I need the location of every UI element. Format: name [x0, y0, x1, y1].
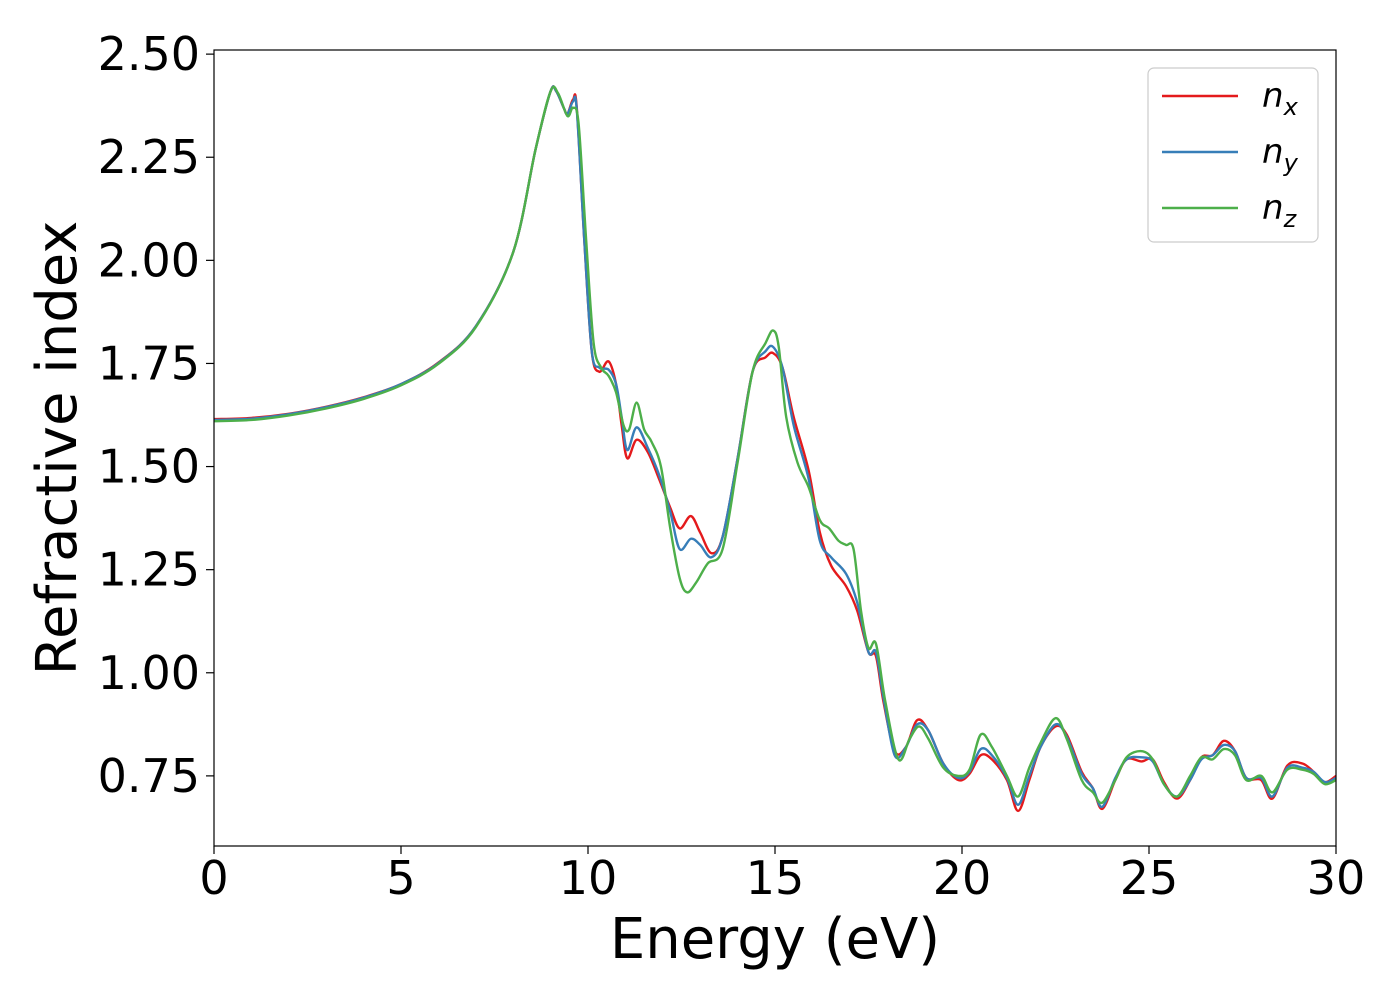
- x-tick-label: 30: [1307, 851, 1366, 905]
- x-tick-label: 15: [746, 851, 805, 905]
- y-axis-title: Refractive index: [25, 221, 90, 676]
- x-axis-title: Energy (eV): [610, 907, 940, 972]
- y-axis: 0.75 1.00 1.25 1.50 1.75 2.00 2.25 2.50: [98, 27, 214, 803]
- x-tick-label: 20: [933, 851, 992, 905]
- y-tick-label: 2.25: [98, 130, 200, 184]
- legend-box: [1147, 67, 1319, 243]
- y-tick-label: 0.75: [98, 749, 200, 803]
- x-tick-label: 10: [559, 851, 618, 905]
- legend: nx ny nz: [1147, 67, 1319, 243]
- series-lines: [214, 85, 1336, 813]
- x-tick-label: 0: [199, 851, 228, 905]
- y-tick-label: 2.00: [98, 233, 200, 287]
- y-tick-label: 1.75: [98, 336, 200, 390]
- x-tick-label: 25: [1120, 851, 1179, 905]
- legend-label-n-x: nx: [1262, 76, 1299, 121]
- series-line-n-z: [214, 85, 1336, 805]
- y-tick-label: 1.25: [98, 543, 200, 597]
- x-tick-label: 5: [386, 851, 415, 905]
- x-axis: 0 5 10 15 20 25 30: [199, 846, 1365, 905]
- y-tick-label: 2.50: [98, 27, 200, 81]
- legend-label-n-y: ny: [1262, 132, 1299, 177]
- legend-label-n-z: nz: [1262, 188, 1298, 233]
- y-tick-label: 1.50: [98, 440, 200, 494]
- y-tick-label: 1.00: [98, 646, 200, 700]
